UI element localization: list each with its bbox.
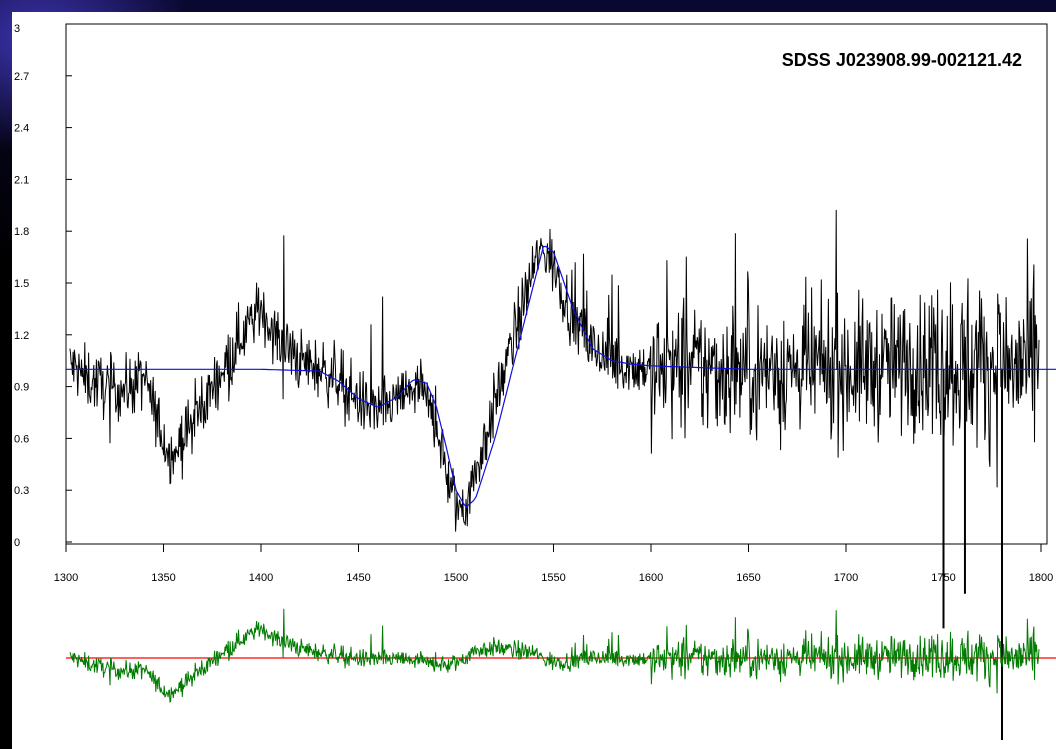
y-tick-label: 0.6 bbox=[14, 433, 29, 445]
x-tick-label: 1600 bbox=[639, 572, 663, 584]
x-tick-label: 1650 bbox=[736, 572, 760, 584]
y-tick-label: 0.3 bbox=[14, 485, 29, 497]
x-tick-label: 1450 bbox=[346, 572, 370, 584]
y-tick-label: 0.9 bbox=[14, 382, 29, 394]
y-tick-label: 1.2 bbox=[14, 330, 29, 342]
x-tick-label: 1550 bbox=[541, 572, 565, 584]
figure-panel bbox=[12, 12, 1056, 749]
plot-frame bbox=[65, 23, 1048, 545]
y-tick-label: 3 bbox=[14, 23, 20, 35]
x-tick-label: 1400 bbox=[249, 572, 273, 584]
flux-series bbox=[69, 209, 1040, 740]
y-axis: 0 0.3 0.6 0.9 1.2 1.5 1.8 2.1 2.4 2.7 3 bbox=[14, 23, 72, 549]
chart-title: SDSS J023908.99-002121.42 bbox=[782, 50, 1022, 70]
x-tick-label: 1300 bbox=[54, 572, 78, 584]
y-tick-label: 1.8 bbox=[14, 226, 29, 238]
residual-line bbox=[69, 608, 1040, 703]
model-fit-line bbox=[66, 245, 1056, 508]
y-tick-label: 2.1 bbox=[14, 174, 29, 186]
x-tick-label: 1800 bbox=[1029, 572, 1053, 584]
x-axis: 1300135014001450150015501600165017001750… bbox=[54, 544, 1053, 584]
y-tick-label: 0 bbox=[14, 537, 20, 549]
y-tick-label: 2.4 bbox=[14, 123, 29, 135]
y-tick-label: 2.7 bbox=[14, 71, 29, 83]
residual-panel bbox=[66, 608, 1056, 703]
x-tick-label: 1350 bbox=[151, 572, 175, 584]
y-tick-label: 1.5 bbox=[14, 278, 29, 290]
flux-line bbox=[69, 209, 1040, 532]
x-tick-label: 1500 bbox=[444, 572, 468, 584]
model-fit-series bbox=[66, 245, 1056, 508]
x-tick-label: 1700 bbox=[834, 572, 858, 584]
